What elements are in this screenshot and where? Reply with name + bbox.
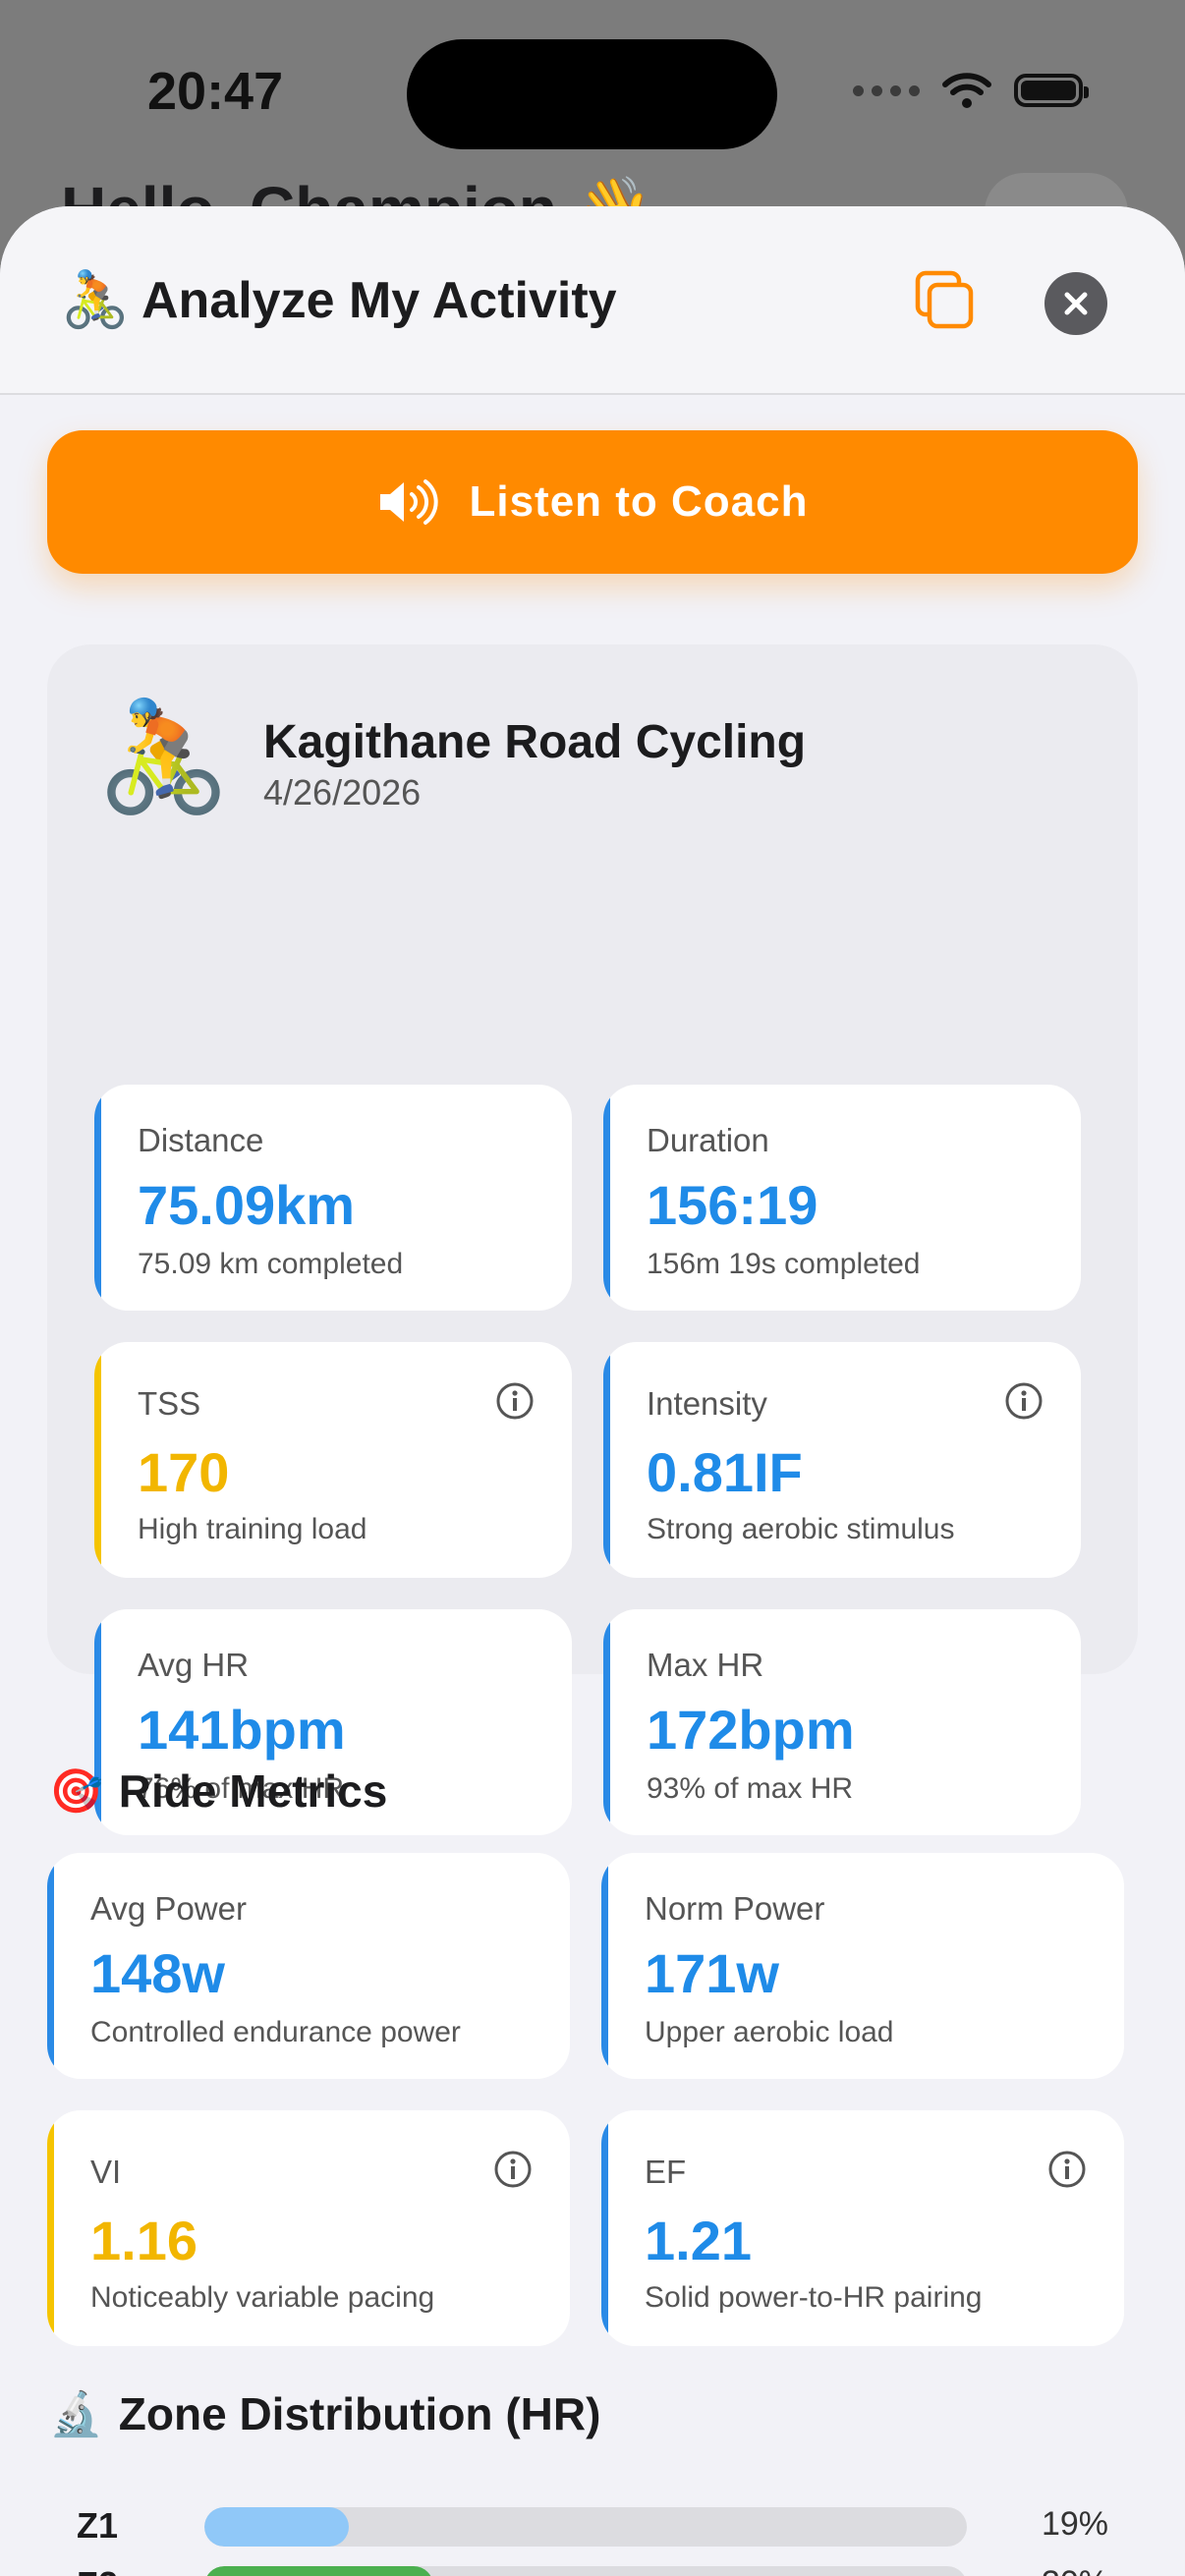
metric-value: 170	[138, 1441, 230, 1503]
metric-value: 1.21	[645, 2210, 752, 2271]
metric-subtext: Strong aerobic stimulus	[647, 1513, 955, 1545]
metric-subtext: 156m 19s completed	[647, 1248, 921, 1280]
metric-label: TSS	[138, 1385, 201, 1422]
battery-icon	[1014, 74, 1089, 107]
metric-card-intensity: Intensity 0.81IF Strong aerobic stimulus	[603, 1342, 1081, 1578]
metric-subtext: Controlled endurance power	[90, 2016, 461, 2048]
metric-value: 148w	[90, 1942, 225, 2004]
zone-bar-fill	[204, 2507, 350, 2547]
metric-card-ef: EF 1.21 Solid power-to-HR pairing	[601, 2110, 1124, 2346]
metric-card-avg-power: Avg Power 148w Controlled endurance powe…	[47, 1853, 570, 2079]
cellular-signal-icon	[853, 84, 920, 96]
zone-bar-fill	[204, 2566, 433, 2576]
microscope-icon: 🔬	[49, 2390, 103, 2438]
metric-card-avg-hr: Avg HR 141bpm 76% of max HR	[94, 1609, 572, 1835]
metric-subtext: Noticeably variable pacing	[90, 2281, 435, 2314]
activity-date: 4/26/2026	[263, 772, 422, 812]
listen-button-label: Listen to Coach	[469, 477, 809, 526]
metric-card-distance: Distance 75.09km 75.09 km completed	[94, 1085, 572, 1311]
activity-name: Kagithane Road Cycling	[263, 716, 807, 768]
zone-percent: 30%	[1042, 2564, 1108, 2576]
metric-card-max-hr: Max HR 172bpm 93% of max HR	[603, 1609, 1081, 1835]
metric-label: Duration	[647, 1122, 769, 1158]
metric-subtext: Solid power-to-HR pairing	[645, 2281, 983, 2314]
sheet-header: 🚴 Analyze My Activity	[0, 206, 1185, 395]
metric-card-norm-power: Norm Power 171w Upper aerobic load	[601, 1853, 1124, 2079]
metric-label: Max HR	[647, 1647, 764, 1683]
info-icon[interactable]	[1047, 2150, 1087, 2189]
close-button[interactable]	[1044, 272, 1107, 335]
analyze-sheet: 🚴 Analyze My Activity Listen to Coach 🚴 …	[0, 206, 1185, 2576]
sheet-title: Analyze My Activity	[141, 272, 617, 329]
metric-subtext: 76% of max HR	[138, 1772, 345, 1805]
zone-percent: 19%	[1041, 2505, 1108, 2543]
target-icon: 🎯	[49, 1767, 103, 1816]
zone-label: Z2	[77, 2564, 118, 2576]
metric-card-vi: VI 1.16 Noticeably variable pacing	[47, 2110, 570, 2346]
cyclist-emoji-icon: 🚴	[61, 268, 130, 330]
metric-card-tss: TSS 170 High training load	[94, 1342, 572, 1578]
info-icon[interactable]	[493, 2150, 533, 2189]
metric-subtext: 93% of max HR	[647, 1772, 854, 1805]
zone-bar-track	[204, 2507, 967, 2547]
zone-distribution-heading: 🔬 Zone Distribution (HR)	[49, 2387, 600, 2440]
activity-card: 🚴 Kagithane Road Cycling 4/26/2026 Dista…	[47, 644, 1138, 1835]
zone-row-z1: Z1 19%	[77, 2505, 1108, 2548]
speaker-icon	[380, 479, 439, 525]
metric-value: 172bpm	[647, 1699, 855, 1761]
metric-label: Distance	[138, 1122, 264, 1158]
zone-distribution-title: Zone Distribution (HR)	[118, 2388, 601, 2439]
metric-label: Norm Power	[645, 1890, 825, 1927]
metric-value: 0.81IF	[647, 1441, 803, 1503]
info-icon[interactable]	[495, 1381, 535, 1421]
metric-label: EF	[645, 2154, 687, 2190]
wifi-icon	[942, 73, 991, 108]
metric-subtext: 75.09 km completed	[138, 1248, 404, 1280]
metric-label: Avg HR	[138, 1647, 250, 1683]
metric-value: 156:19	[647, 1174, 818, 1236]
status-time: 20:47	[147, 62, 284, 121]
zone-bar-track	[204, 2566, 967, 2576]
metric-value: 75.09km	[138, 1174, 356, 1236]
metric-value: 1.16	[90, 2210, 198, 2271]
close-icon	[1064, 292, 1088, 315]
metric-label: Intensity	[647, 1385, 767, 1422]
metric-subtext: High training load	[138, 1513, 367, 1545]
info-icon[interactable]	[1004, 1381, 1044, 1421]
metric-value: 171w	[645, 1942, 779, 2004]
ride-metrics-heading: 🎯 Ride Metrics	[49, 1764, 387, 1818]
status-bar: 20:47	[0, 0, 1185, 187]
activity-cyclist-icon: 🚴	[96, 697, 231, 817]
metric-subtext: Upper aerobic load	[645, 2016, 894, 2048]
ride-metrics-title: Ride Metrics	[118, 1765, 388, 1817]
dynamic-island	[407, 39, 777, 149]
listen-to-coach-button[interactable]: Listen to Coach	[47, 430, 1138, 574]
zone-row-z2: Z2 30%	[77, 2564, 1108, 2576]
zone-label: Z1	[77, 2505, 119, 2546]
status-icons	[853, 71, 1089, 110]
copy-icon[interactable]	[914, 269, 977, 332]
metric-card-duration: Duration 156:19 156m 19s completed	[603, 1085, 1081, 1311]
metric-label: VI	[90, 2154, 122, 2190]
metric-value: 141bpm	[138, 1699, 346, 1761]
metric-label: Avg Power	[90, 1890, 247, 1927]
